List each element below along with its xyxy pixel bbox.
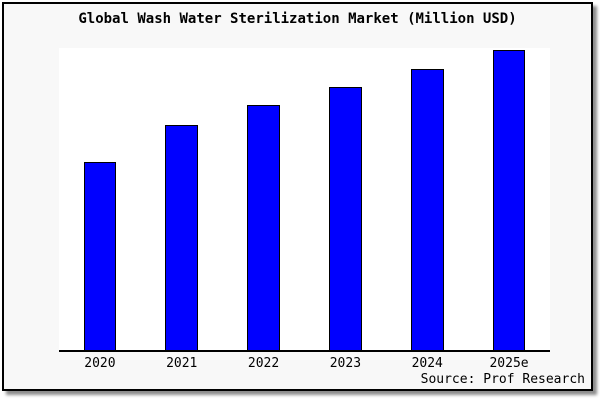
chart-card: Global Wash Water Sterilization Market (…	[2, 2, 593, 391]
bar-2024	[410, 69, 444, 350]
bar-slot	[468, 48, 550, 350]
x-tick-label-2023: 2023	[329, 356, 362, 371]
plot-area	[59, 48, 550, 352]
x-tick-label-2020: 2020	[84, 356, 116, 371]
bar-2021	[165, 125, 199, 350]
bar-slot	[141, 48, 223, 350]
x-tick-label-2022: 2022	[247, 356, 280, 371]
bar-slot	[304, 48, 386, 350]
bar-2025e	[492, 50, 526, 350]
bar-2020	[83, 161, 117, 350]
bar-2023	[329, 86, 362, 350]
bar-slot	[386, 48, 468, 350]
source-label: Source: Prof Research	[420, 372, 585, 387]
bar-2022	[247, 105, 280, 350]
x-tick-label-2024: 2024	[411, 356, 443, 371]
bar-slot	[223, 48, 305, 350]
x-tick-label-2025e: 2025e	[489, 356, 529, 371]
chart-title: Global Wash Water Sterilization Market (…	[78, 11, 517, 27]
bar-slot	[59, 48, 141, 350]
x-axis-labels: 2020 2021 2022 2023 2024 2025e	[59, 356, 550, 371]
x-tick-label-2021: 2021	[166, 356, 198, 371]
